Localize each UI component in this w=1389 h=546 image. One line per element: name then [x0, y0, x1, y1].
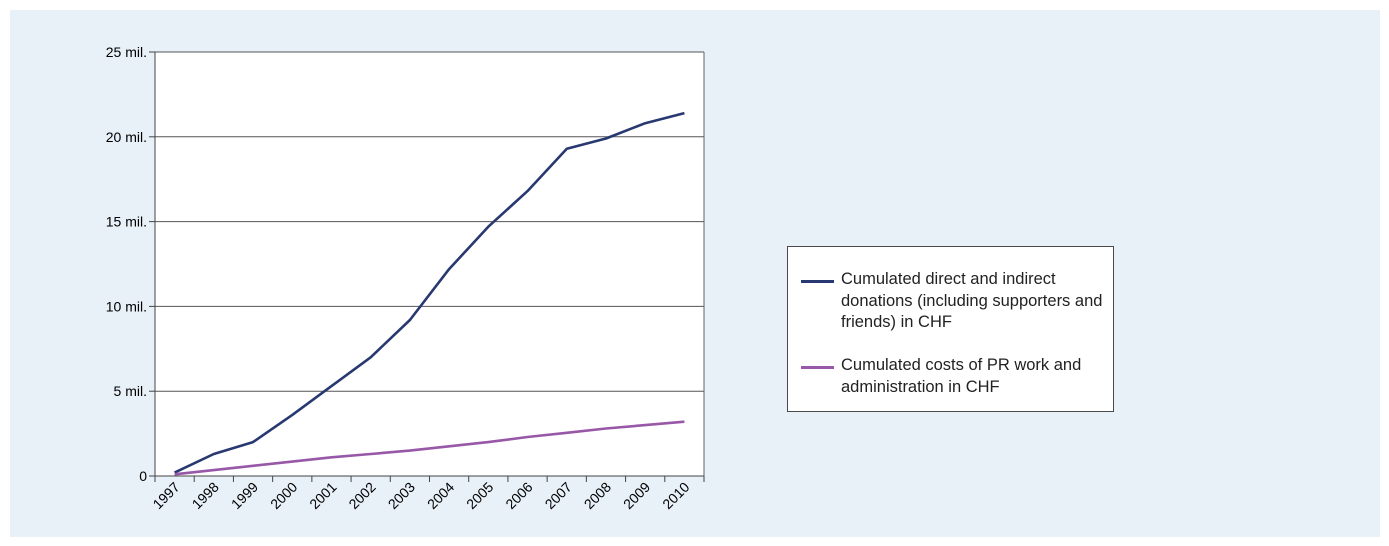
x-tick-label: 2005 — [463, 479, 496, 512]
y-tick-label: 0 — [139, 468, 147, 484]
x-tick-label: 1998 — [189, 479, 222, 512]
x-tick-label: 2007 — [542, 479, 575, 512]
series-line-donations — [174, 111, 685, 474]
legend-swatch-donations — [801, 280, 834, 283]
y-tick-label: 10 mil. — [106, 298, 147, 314]
y-axis-tick-labels: 0 5 mil. 10 mil. 15 mil. 20 mil. 25 mil. — [106, 44, 147, 484]
legend-label-costs: Cumulated costs of PR work and administr… — [841, 356, 1082, 396]
legend: Cumulated direct and indirect donations … — [787, 246, 1114, 412]
chart-panel: 0 5 mil. 10 mil. 15 mil. 20 mil. 25 mil. 1997… — [10, 10, 1380, 537]
y-tick-label: 20 mil. — [106, 129, 147, 145]
x-tick-label: 2000 — [267, 479, 300, 512]
axes — [149, 51, 705, 482]
x-tick-label: 2004 — [424, 479, 457, 512]
y-tick-label: 25 mil. — [106, 44, 147, 60]
x-tick-label: 2009 — [620, 479, 653, 512]
x-tick-label: 1997 — [149, 479, 182, 512]
y-tick-label: 15 mil. — [106, 214, 147, 230]
x-tick-label: 2006 — [502, 479, 535, 512]
series-lines — [174, 111, 685, 476]
line-chart: 0 5 mil. 10 mil. 15 mil. 20 mil. 25 mil. 1997… — [106, 44, 705, 512]
x-tick-label: 1999 — [228, 479, 261, 512]
plot-area — [155, 52, 704, 476]
x-tick-label: 2002 — [345, 479, 378, 512]
legend-swatch-costs — [801, 366, 834, 369]
x-tick-label: 2003 — [385, 479, 418, 512]
legend-label-donations: Cumulated direct and indirect donations … — [841, 270, 1103, 331]
x-tick-label: 2008 — [581, 479, 614, 512]
x-axis-tick-labels: 1997 1998 1999 2000 2001 2002 2003 2004 2005 2006… — [149, 479, 692, 512]
x-tick-label: 2001 — [306, 479, 339, 512]
series-line-costs — [174, 420, 685, 476]
y-tick-label: 5 mil. — [114, 383, 147, 399]
x-tick-label: 2010 — [659, 479, 692, 512]
